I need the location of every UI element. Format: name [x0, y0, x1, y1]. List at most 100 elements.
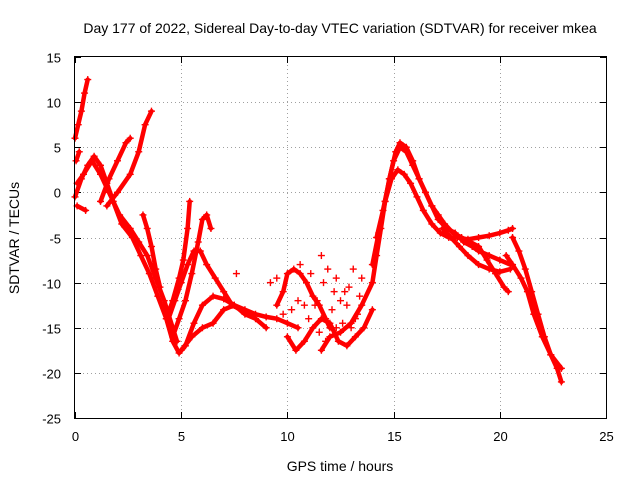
data-point	[188, 270, 196, 278]
x-tick-label: 10	[280, 429, 294, 444]
data-point	[428, 202, 436, 210]
scatter-point	[343, 301, 351, 309]
data-point	[207, 224, 215, 232]
x-tick-label: 25	[599, 429, 613, 444]
data-point	[173, 337, 181, 345]
data-point	[139, 211, 147, 219]
scatter-points	[71, 76, 565, 386]
scatter-point	[296, 261, 304, 269]
data-point	[169, 297, 177, 305]
scatter-point	[307, 270, 315, 278]
data-point	[381, 197, 389, 205]
data-point	[113, 188, 121, 196]
data-point	[122, 139, 130, 147]
data-point	[113, 157, 121, 165]
data-point	[407, 179, 415, 187]
scatter-point	[330, 288, 338, 296]
data-point	[428, 220, 436, 228]
x-axis-label: GPS time / hours	[287, 458, 394, 474]
data-point	[504, 288, 512, 296]
data-point	[409, 157, 417, 165]
data-point	[475, 247, 483, 255]
data-point	[283, 270, 291, 278]
x-tick-label: 15	[387, 429, 401, 444]
scatter-point	[300, 301, 308, 309]
scatter-point	[356, 292, 364, 300]
data-point	[496, 268, 504, 276]
data-point	[483, 256, 491, 264]
data-point	[141, 121, 149, 129]
data-point	[74, 121, 82, 129]
data-point	[360, 324, 368, 332]
data-point	[126, 224, 134, 232]
series-trace-20	[74, 203, 88, 213]
data-point	[317, 315, 325, 323]
data-point	[453, 234, 461, 241]
data-point	[211, 274, 219, 282]
y-tick-label: -25	[42, 412, 61, 427]
data-point	[326, 319, 334, 327]
data-point	[415, 175, 423, 183]
data-point	[198, 324, 206, 332]
data-point	[252, 315, 260, 323]
data-point	[504, 226, 512, 234]
y-tick-label: 5	[54, 141, 61, 156]
scatter-point	[347, 324, 355, 332]
data-point	[368, 306, 376, 314]
data-point	[84, 76, 92, 84]
data-point	[377, 224, 385, 232]
scatter-point	[313, 297, 321, 305]
data-point	[540, 333, 548, 341]
data-point	[220, 288, 228, 296]
data-point	[309, 324, 317, 332]
data-point	[300, 337, 308, 345]
x-tick-label: 20	[493, 429, 507, 444]
data-point	[209, 319, 217, 327]
data-point	[184, 261, 192, 269]
data-point	[455, 243, 463, 251]
data-point	[81, 89, 89, 97]
data-point	[485, 252, 493, 260]
data-point	[485, 232, 493, 240]
data-point	[230, 301, 238, 309]
scatter-point	[337, 297, 344, 305]
data-point	[152, 274, 160, 282]
data-point	[517, 274, 525, 282]
data-point	[309, 292, 317, 300]
data-point	[290, 265, 298, 273]
y-tick-label: -15	[42, 322, 61, 337]
data-point	[109, 197, 117, 205]
data-point	[196, 247, 204, 255]
data-point	[496, 229, 504, 237]
scatter-point	[273, 274, 281, 282]
data-point	[203, 211, 211, 219]
data-point	[96, 197, 104, 205]
data-point	[160, 297, 168, 305]
scatter-point	[317, 252, 325, 260]
data-point	[105, 188, 113, 196]
scatter-point	[311, 301, 319, 309]
data-point	[135, 238, 143, 246]
series-trace-8	[170, 212, 214, 340]
data-point	[390, 157, 398, 165]
data-point	[77, 107, 85, 115]
data-point	[75, 148, 83, 156]
data-point	[152, 265, 160, 273]
data-point	[147, 243, 155, 251]
data-point	[296, 270, 304, 278]
data-point	[326, 333, 334, 341]
data-point	[368, 279, 376, 287]
data-point	[198, 301, 206, 309]
data-point	[143, 224, 151, 232]
data-point	[126, 170, 134, 178]
data-point	[351, 333, 359, 341]
data-point	[162, 315, 170, 323]
scatter-point	[358, 274, 366, 282]
data-point	[203, 261, 211, 269]
data-point	[273, 301, 281, 309]
data-point	[79, 170, 87, 178]
data-point	[303, 279, 311, 287]
y-tick-label: -5	[49, 232, 61, 247]
